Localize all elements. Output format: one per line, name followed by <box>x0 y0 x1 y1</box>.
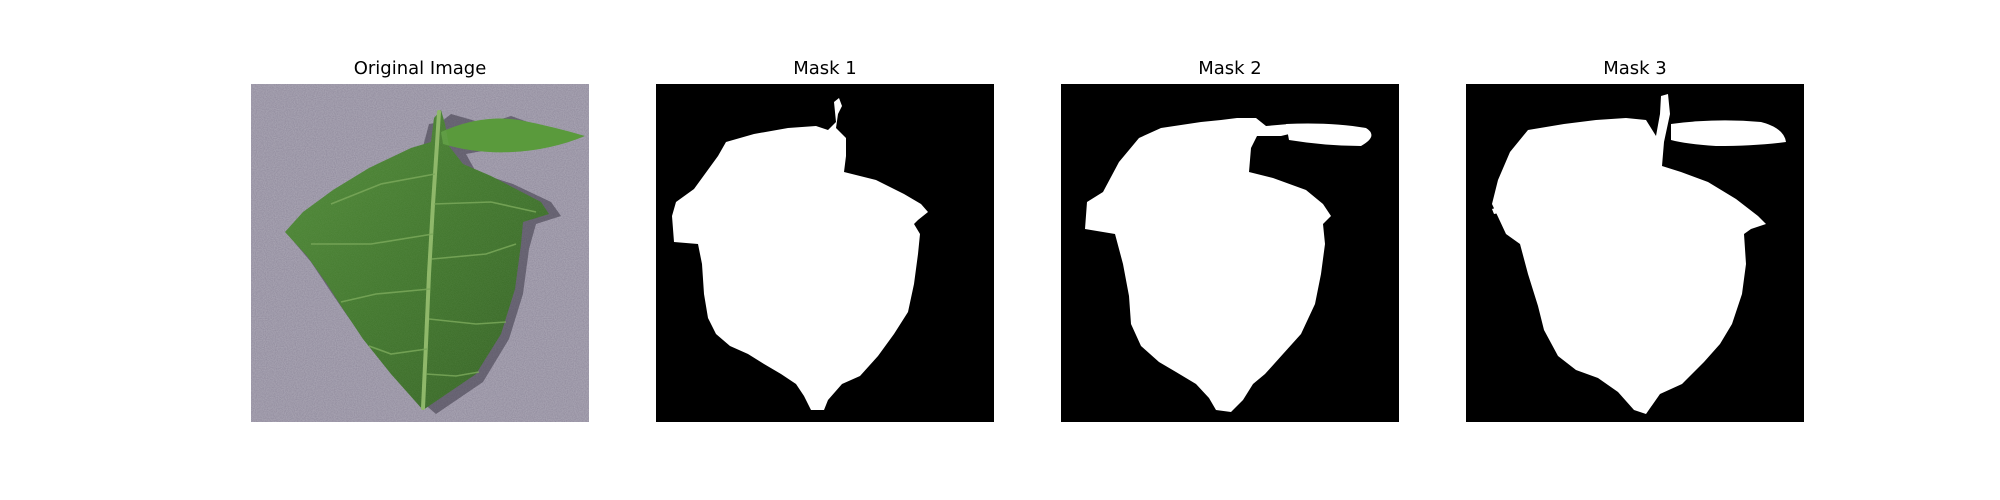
mask-3-speck <box>1492 206 1504 214</box>
mask-1-foreground <box>672 98 928 410</box>
mask-3-leaflet <box>1671 120 1786 146</box>
leaf-midrib <box>421 110 441 410</box>
panel-title-original: Original Image <box>353 58 487 79</box>
leaf-texture <box>285 110 549 410</box>
panel-title-mask-2: Mask 2 <box>1198 58 1262 79</box>
panel-title-mask-1: Mask 1 <box>793 58 857 79</box>
original-image-panel: Original Image <box>251 0 589 500</box>
mask-3-foreground <box>1492 94 1766 414</box>
mask-1-image <box>656 84 994 422</box>
mask-1-panel: Mask 1 <box>656 0 994 500</box>
mask-2-image <box>1061 84 1399 422</box>
original-leaf-photo <box>251 84 589 422</box>
mask-2-panel: Mask 2 <box>1061 0 1399 500</box>
mask-2-foreground <box>1085 118 1331 412</box>
panel-title-mask-3: Mask 3 <box>1603 58 1667 79</box>
mask-2-leaflet <box>1286 123 1372 146</box>
mask-3-panel: Mask 3 <box>1466 0 1804 500</box>
leaf-veins <box>311 173 537 377</box>
mask-3-image <box>1466 84 1804 422</box>
leaf-leaflet <box>441 118 585 153</box>
